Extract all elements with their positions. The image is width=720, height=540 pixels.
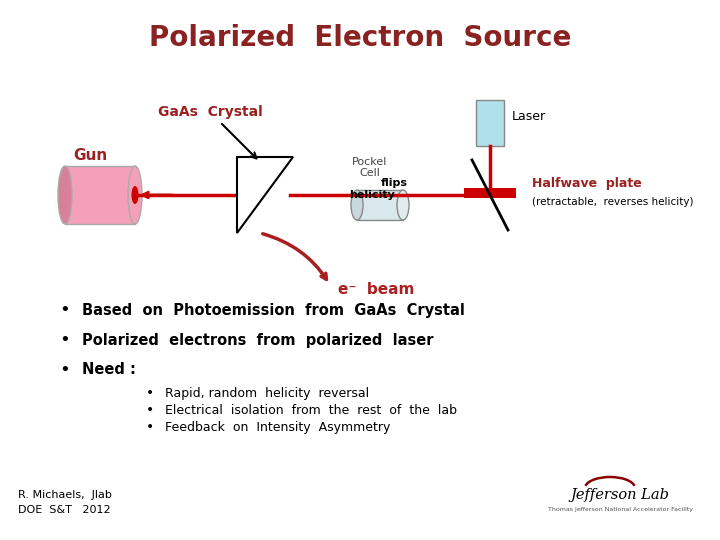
Text: Halfwave  plate: Halfwave plate xyxy=(532,178,642,191)
Text: Rapid, random  helicity  reversal: Rapid, random helicity reversal xyxy=(165,387,369,400)
Bar xyxy=(357,190,403,220)
Text: DOE  S&T   2012: DOE S&T 2012 xyxy=(18,505,111,515)
Text: •: • xyxy=(60,331,71,349)
Text: Pockel: Pockel xyxy=(352,157,387,167)
Text: Polarized  Electron  Source: Polarized Electron Source xyxy=(149,24,571,52)
Text: GaAs  Crystal: GaAs Crystal xyxy=(158,105,262,119)
Text: Thomas Jefferson National Accelerator Facility: Thomas Jefferson National Accelerator Fa… xyxy=(547,508,693,512)
Text: Jefferson Lab: Jefferson Lab xyxy=(570,488,670,502)
Polygon shape xyxy=(237,157,293,233)
Ellipse shape xyxy=(128,166,142,224)
Text: e⁻  beam: e⁻ beam xyxy=(338,282,415,298)
Bar xyxy=(65,166,135,224)
Text: •: • xyxy=(146,403,154,417)
Text: Electrical  isolation  from  the  rest  of  the  lab: Electrical isolation from the rest of th… xyxy=(165,403,457,416)
Text: Gun: Gun xyxy=(73,147,107,163)
Text: Based  on  Photoemission  from  GaAs  Crystal: Based on Photoemission from GaAs Crystal xyxy=(82,302,465,318)
Text: Cell: Cell xyxy=(359,168,380,178)
Ellipse shape xyxy=(132,186,138,204)
Ellipse shape xyxy=(397,190,409,220)
Text: Feedback  on  Intensity  Asymmetry: Feedback on Intensity Asymmetry xyxy=(165,421,390,434)
Text: Laser: Laser xyxy=(512,110,546,123)
Text: •: • xyxy=(146,386,154,400)
Text: •: • xyxy=(60,301,71,319)
Bar xyxy=(464,188,516,198)
Text: (retractable,  reverses helicity): (retractable, reverses helicity) xyxy=(532,197,693,207)
Text: helicity: helicity xyxy=(349,190,395,200)
Text: flips: flips xyxy=(380,178,408,188)
Text: •: • xyxy=(60,361,71,379)
Bar xyxy=(476,100,504,146)
Text: Polarized  electrons  from  polarized  laser: Polarized electrons from polarized laser xyxy=(82,333,433,348)
Text: Need :: Need : xyxy=(82,362,136,377)
Ellipse shape xyxy=(58,166,72,224)
Ellipse shape xyxy=(351,190,363,220)
Text: •: • xyxy=(146,420,154,434)
Text: R. Michaels,  Jlab: R. Michaels, Jlab xyxy=(18,490,112,500)
